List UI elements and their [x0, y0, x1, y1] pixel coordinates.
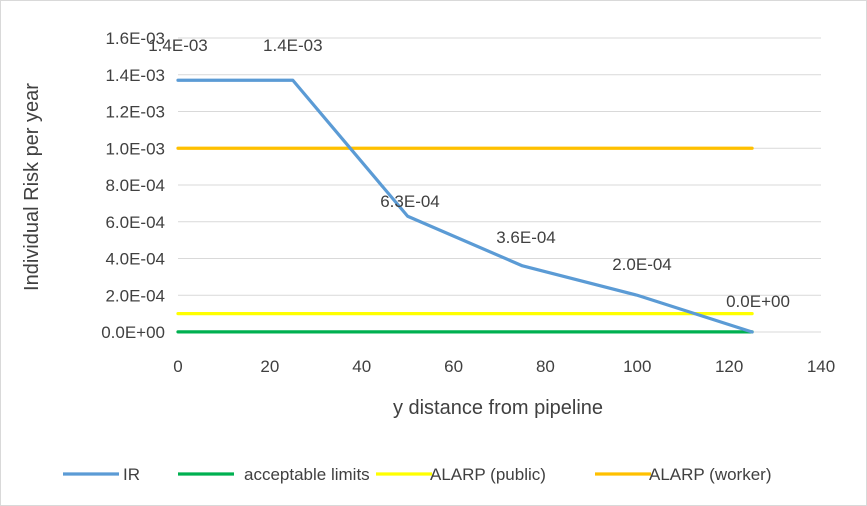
- data-label: 2.0E-04: [612, 255, 672, 274]
- x-tick-label: 100: [623, 357, 651, 376]
- y-tick-label: 0.0E+00: [101, 323, 165, 342]
- x-tick-label: 20: [260, 357, 279, 376]
- legend-label: ALARP (public): [430, 465, 546, 484]
- data-label: 0.0E+00: [726, 292, 790, 311]
- legend: IR acceptable limits ALARP (public) ALARP (…: [63, 465, 772, 484]
- y-axis-tick-labels: 0.0E+00 2.0E-04 4.0E-04 6.0E-04 8.0E-04 1.0E-…: [101, 29, 165, 342]
- series-lines: [176, 78, 754, 334]
- legend-label: IR: [123, 465, 140, 484]
- y-tick-label: 1.6E-03: [105, 29, 165, 48]
- data-label: 6.3E-04: [380, 192, 440, 211]
- legend-label: ALARP (worker): [649, 465, 772, 484]
- y-tick-label: 8.0E-04: [105, 176, 165, 195]
- x-axis-title: y distance from pipeline: [393, 397, 603, 419]
- y-axis-title: Individual Risk per year: [21, 83, 43, 291]
- data-label: 1.4E-03: [263, 36, 323, 55]
- x-tick-label: 0: [173, 357, 182, 376]
- x-tick-label: 60: [444, 357, 463, 376]
- data-label: 1.4E-03: [148, 36, 208, 55]
- legend-label: acceptable limits: [244, 465, 370, 484]
- x-tick-label: 140: [807, 357, 835, 376]
- series-line-ir: [176, 78, 754, 334]
- x-tick-label: 120: [715, 357, 743, 376]
- data-label: 3.6E-04: [496, 228, 556, 247]
- y-tick-label: 2.0E-04: [105, 286, 165, 305]
- y-tick-label: 1.2E-03: [105, 103, 165, 122]
- x-tick-label: 80: [536, 357, 555, 376]
- x-tick-label: 40: [352, 357, 371, 376]
- y-tick-label: 1.0E-03: [105, 139, 165, 158]
- x-axis-tick-labels: 0 20 40 60 80 100 120 140: [173, 357, 835, 376]
- y-tick-label: 4.0E-04: [105, 250, 165, 269]
- y-tick-label: 1.4E-03: [105, 66, 165, 85]
- data-labels: 1.4E-03 1.4E-03 6.3E-04 3.6E-04 2.0E-04 0.0E+…: [148, 36, 790, 311]
- y-tick-label: 6.0E-04: [105, 213, 165, 232]
